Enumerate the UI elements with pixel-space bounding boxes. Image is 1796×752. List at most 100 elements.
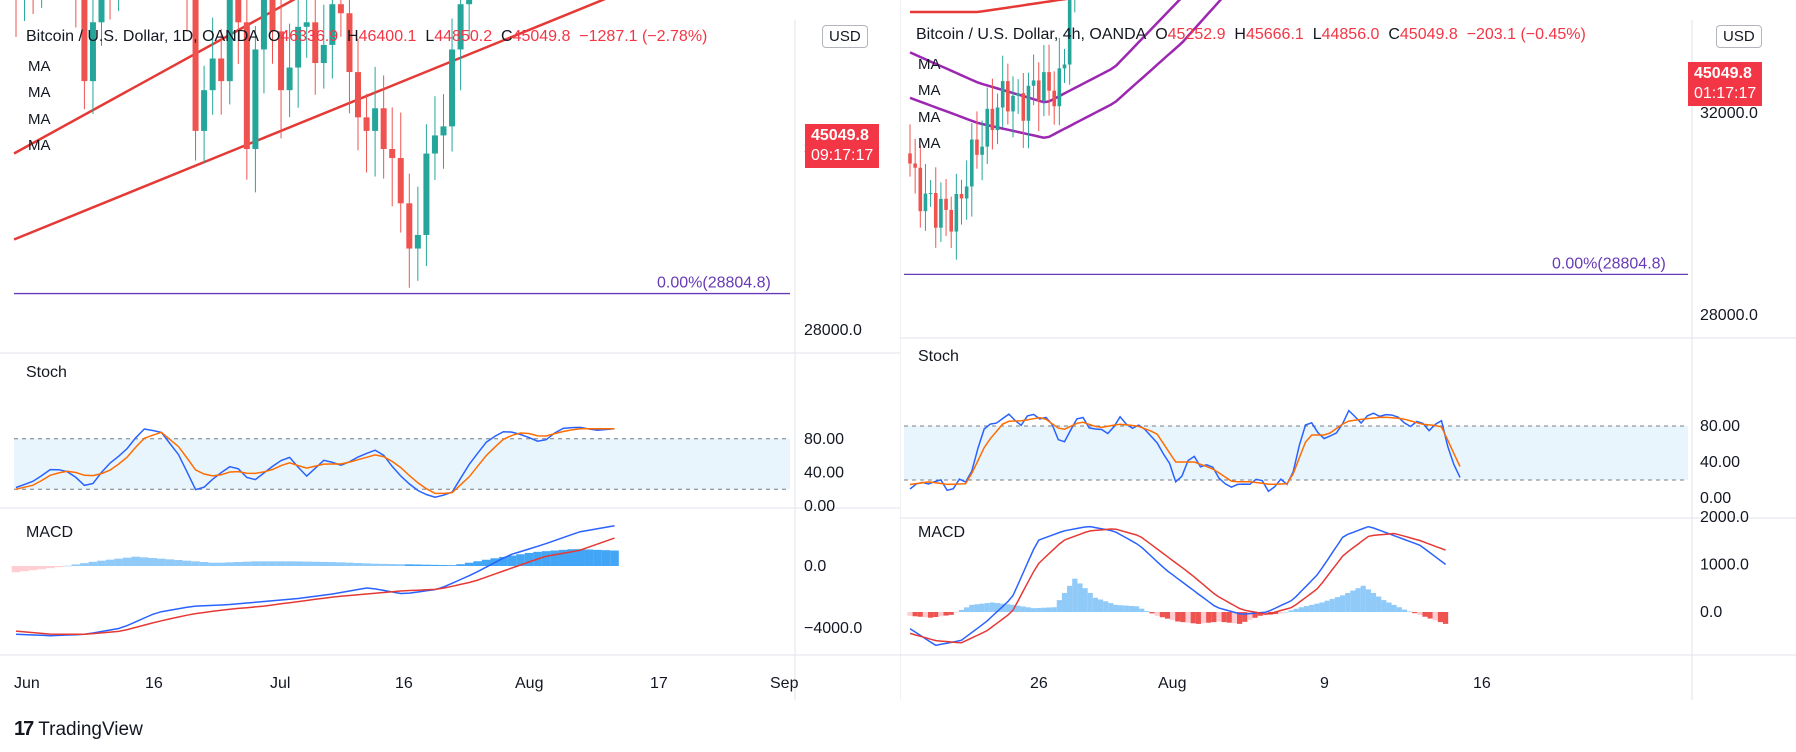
macd-histogram-bar bbox=[907, 612, 913, 616]
time-tick-label: Jul bbox=[270, 675, 290, 692]
ma-label[interactable]: MA bbox=[28, 137, 51, 155]
macd-histogram-bar bbox=[413, 564, 423, 566]
stoch-label[interactable]: Stoch bbox=[918, 348, 959, 365]
macd-histogram-bar bbox=[439, 565, 448, 566]
macd-histogram-bar bbox=[11, 566, 21, 573]
candle-body bbox=[913, 163, 917, 168]
macd-histogram-bar bbox=[216, 562, 226, 566]
macd-histogram-bar bbox=[174, 560, 183, 566]
candle-body bbox=[218, 58, 225, 82]
macd-histogram-bar bbox=[984, 603, 990, 612]
macd-histogram-bar bbox=[567, 549, 577, 566]
macd-histogram-bar bbox=[1200, 612, 1207, 624]
macd-histogram-bar bbox=[1381, 600, 1387, 612]
ma-label[interactable]: MA bbox=[918, 82, 941, 100]
legend-high-value: 46400.1 bbox=[358, 28, 417, 45]
ma-label[interactable]: MA bbox=[28, 110, 51, 128]
legend-high-value: 45666.1 bbox=[1245, 26, 1304, 43]
macd-histogram-bar bbox=[285, 561, 294, 566]
macd-histogram-bar bbox=[1020, 606, 1026, 612]
candle-body bbox=[466, 0, 473, 5]
ma-label[interactable]: MA bbox=[918, 135, 941, 153]
macd-label[interactable]: MACD bbox=[918, 524, 966, 541]
ma-label[interactable]: MA bbox=[28, 84, 51, 102]
candle-body bbox=[235, 0, 242, 23]
legend-low-value: 44856.0 bbox=[1321, 26, 1380, 43]
stoch-band bbox=[14, 438, 790, 490]
candle-body bbox=[380, 108, 387, 149]
macd-histogram-bar bbox=[1180, 612, 1186, 623]
candle-body bbox=[346, 13, 353, 73]
macd-histogram-bar bbox=[131, 556, 140, 566]
ma-label[interactable]: MA bbox=[918, 108, 941, 126]
stoch-label[interactable]: Stoch bbox=[26, 364, 67, 381]
macd-histogram-bar bbox=[208, 562, 217, 566]
macd-tick-label: 2000.0 bbox=[1700, 509, 1749, 526]
legend-close-value: 45049.8 bbox=[1399, 26, 1458, 43]
macd-histogram-bar bbox=[1144, 611, 1150, 612]
macd-histogram-bar bbox=[1406, 611, 1413, 612]
ma-label[interactable]: MA bbox=[28, 58, 51, 75]
stoch-d-line bbox=[15, 427, 615, 495]
candle-body bbox=[269, 0, 276, 32]
daily-chart-pane[interactable]: 52000.048000.040000.036000.032000.028000… bbox=[0, 0, 900, 720]
macd-histogram-bar bbox=[1082, 588, 1088, 612]
legend-low-label: L bbox=[425, 28, 435, 45]
currency-button[interactable]: USD bbox=[1716, 25, 1762, 48]
time-tick-label: 17 bbox=[650, 675, 668, 692]
candle-body bbox=[372, 108, 379, 131]
macd-histogram-bar bbox=[1175, 612, 1181, 622]
macd-histogram-bar bbox=[1025, 607, 1032, 612]
macd-histogram-bar bbox=[1288, 610, 1294, 612]
candle-body bbox=[397, 158, 404, 204]
macd-histogram-bar bbox=[276, 561, 286, 566]
macd-histogram-bar bbox=[974, 604, 980, 612]
four-hour-chart-pane[interactable]: 48000.040000.036000.032000.028000.050.00… bbox=[900, 0, 1796, 720]
macd-histogram-bar bbox=[1309, 604, 1315, 612]
macd-histogram-bar bbox=[1427, 612, 1433, 619]
macd-histogram-bar bbox=[122, 557, 132, 566]
candle-body bbox=[908, 153, 912, 164]
ma-label[interactable]: MA bbox=[918, 56, 941, 73]
candle-body bbox=[312, 22, 319, 64]
macd-histogram-bar bbox=[1231, 612, 1238, 624]
macd-histogram-bar bbox=[345, 562, 354, 566]
macd-histogram-bar bbox=[80, 563, 89, 566]
macd-histogram-bar bbox=[422, 564, 431, 566]
stoch-tick-label: 80.00 bbox=[1700, 418, 1740, 435]
ma-line bbox=[910, 0, 1068, 14]
macd-label[interactable]: MACD bbox=[26, 524, 74, 541]
currency-button[interactable]: USD bbox=[822, 25, 868, 48]
macd-histogram-bar bbox=[105, 559, 115, 566]
candle-body bbox=[98, 0, 105, 23]
macd-histogram-bar bbox=[1437, 612, 1444, 623]
macd-histogram-bar bbox=[379, 563, 388, 566]
candle-body bbox=[959, 193, 964, 199]
macd-histogram-bar bbox=[481, 559, 491, 566]
legend-close-label: C bbox=[1388, 26, 1400, 43]
macd-histogram-bar bbox=[1422, 612, 1428, 617]
candle-body bbox=[389, 149, 396, 159]
macd-histogram-bar bbox=[1134, 606, 1140, 612]
tradingview-footer[interactable]: 17 TradingView bbox=[14, 718, 143, 741]
candle-body bbox=[939, 198, 943, 228]
macd-histogram-bar bbox=[362, 563, 371, 566]
macd-tick-label: −4000.0 bbox=[804, 620, 862, 637]
four-hour-chart-canvas[interactable]: 48000.040000.036000.032000.028000.050.00… bbox=[900, 0, 1796, 720]
stoch-k-line bbox=[909, 409, 1461, 493]
macd-histogram-bar bbox=[1139, 608, 1145, 612]
macd-histogram-bar bbox=[524, 552, 534, 566]
macd-histogram-bar bbox=[45, 566, 55, 569]
last-price-tag: 45049.8 01:17:17 bbox=[1688, 62, 1763, 106]
candle-body bbox=[1006, 81, 1010, 112]
macd-histogram-bar bbox=[1031, 608, 1037, 612]
macd-histogram-bar bbox=[1401, 609, 1407, 612]
macd-histogram-bar bbox=[1067, 585, 1073, 612]
daily-chart-canvas[interactable]: 52000.048000.040000.036000.032000.028000… bbox=[0, 0, 900, 720]
candle-body bbox=[440, 126, 447, 136]
macd-histogram-bar bbox=[251, 561, 260, 566]
candle-body bbox=[933, 193, 938, 228]
macd-histogram-bar bbox=[328, 562, 337, 566]
price-tick-label: 28000.0 bbox=[1700, 307, 1758, 324]
tradingview-logo-icon: 17 bbox=[14, 718, 34, 740]
